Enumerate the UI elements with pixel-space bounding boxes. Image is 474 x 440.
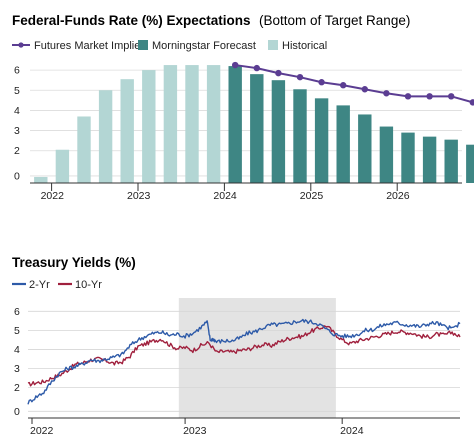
x-tick-label: 2024 — [213, 190, 237, 202]
y-tick-label: 0 — [14, 170, 20, 182]
forecast-bar — [358, 114, 372, 183]
x-tick-label: 2023 — [183, 425, 207, 437]
historical-bar — [98, 90, 113, 183]
treasury-y-axis: 0 2 3 4 5 6 — [14, 306, 20, 418]
futures-implied-point — [275, 69, 282, 77]
x-tick-label: 2023 — [127, 190, 151, 202]
y-tick-label: 2 — [14, 145, 20, 157]
legend-box-swatch — [138, 40, 148, 50]
historical-bar — [206, 65, 221, 183]
historical-bar — [34, 176, 48, 183]
fed-funds-title-group: Federal-Funds Rate (%) Expectations (Bot… — [12, 12, 410, 29]
forecast-bar — [250, 74, 264, 183]
y-tick-label: 6 — [14, 306, 20, 318]
treasury-shaded-region — [178, 298, 336, 418]
treasury-legend: 2-Yr 10-Yr — [12, 279, 102, 291]
fed-funds-gridlines — [30, 69, 462, 177]
futures-implied-point — [253, 64, 260, 72]
fed-funds-chart: Federal-Funds Rate (%) Expectations (Bot… — [12, 12, 474, 202]
fed-funds-bars — [34, 65, 474, 183]
fed-funds-subtitle: (Bottom of Target Range) — [259, 13, 410, 28]
futures-implied-point — [232, 61, 239, 69]
futures-implied-point — [361, 86, 368, 93]
forecast-bar — [228, 66, 242, 183]
treasury-chart: Treasury Yields (%) 2-Yr 10-Yr 0 2 3 4 5 6 202… — [12, 255, 461, 437]
fed-funds-y-axis: 0 2 3 4 5 6 — [14, 65, 20, 183]
futures-implied-point — [448, 93, 455, 100]
treasury-series — [27, 318, 461, 405]
futures-implied-point — [340, 82, 347, 89]
x-tick-label: 2026 — [386, 190, 410, 202]
legend-entry-label: Morningstar Forecast — [152, 40, 256, 52]
two-year-line — [27, 318, 461, 405]
forecast-bar — [336, 105, 350, 183]
legend-box-swatch — [268, 40, 278, 50]
y-tick-label: 6 — [14, 65, 20, 77]
x-tick-label: 2022 — [30, 425, 54, 437]
y-tick-label: 3 — [14, 125, 20, 137]
futures-implied-point — [296, 73, 304, 81]
futures-implied-point — [426, 93, 433, 100]
historical-bar — [55, 149, 70, 183]
historical-bar — [163, 65, 178, 183]
forecast-bar — [314, 98, 329, 183]
futures-implied-point — [404, 93, 412, 100]
treasury-gridlines — [28, 310, 460, 412]
fed-funds-title: Federal-Funds Rate (%) Expectations — [12, 13, 251, 28]
treasury-title: Treasury Yields (%) — [12, 255, 136, 270]
legend-entry-label: 10-Yr — [75, 279, 102, 291]
forecast-bar — [401, 132, 415, 183]
historical-bar — [120, 79, 134, 183]
y-tick-label: 3 — [14, 363, 20, 375]
y-tick-label: 2 — [14, 382, 20, 394]
x-tick-label: 2025 — [300, 190, 324, 202]
x-tick-label: 2022 — [41, 190, 65, 202]
legend-entry-label: Historical — [282, 40, 327, 52]
legend-entry-label: Futures Market Implied — [34, 40, 146, 52]
treasury-x-axis: 2022 2023 2024 — [28, 417, 460, 437]
futures-implied-line — [235, 64, 474, 104]
fed-funds-x-axis: 2022 2023 2024 2025 2026 — [30, 182, 462, 202]
y-tick-label: 5 — [14, 85, 20, 97]
forecast-bar — [271, 80, 286, 183]
y-tick-label: 0 — [14, 406, 20, 418]
legend-dot-swatch — [18, 42, 24, 48]
forecast-bar — [422, 136, 437, 183]
futures-implied-point — [318, 79, 325, 86]
y-tick-label: 5 — [14, 325, 20, 337]
shaded-band — [178, 298, 336, 418]
y-tick-label: 4 — [14, 344, 20, 356]
forecast-bar — [444, 139, 458, 183]
historical-bar — [142, 70, 156, 183]
historical-bar — [185, 65, 199, 183]
forecast-bar — [293, 89, 307, 183]
futures-implied-point — [469, 99, 474, 106]
futures-implied-point — [383, 90, 390, 97]
ten-year-line — [27, 325, 461, 387]
fed-funds-legend: Futures Market Implied Morningstar Foreca… — [12, 40, 327, 52]
futures-implied-series — [232, 61, 474, 106]
y-tick-label: 4 — [14, 105, 20, 117]
historical-bar — [77, 116, 91, 183]
forecast-bar — [379, 126, 394, 183]
x-tick-label: 2024 — [340, 425, 364, 437]
legend-entry-label: 2-Yr — [29, 279, 50, 291]
forecast-bar — [466, 144, 474, 183]
